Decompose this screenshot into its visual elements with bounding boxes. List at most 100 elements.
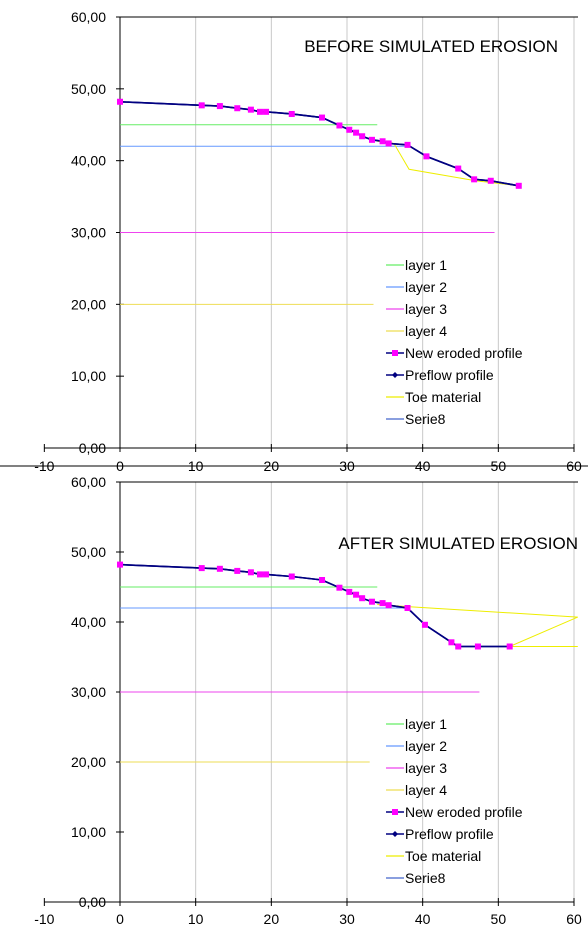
series-line	[377, 140, 519, 187]
data-point-square	[359, 595, 366, 602]
data-point-square	[368, 136, 375, 143]
data-point-square	[455, 643, 462, 650]
data-point-square	[448, 639, 455, 646]
x-tick-label: 10	[188, 458, 204, 474]
data-point-square	[471, 176, 478, 183]
legend-label: New eroded profile	[405, 804, 523, 820]
data-point-square	[319, 114, 326, 121]
y-tick-label: 0,00	[79, 894, 106, 910]
data-point-square	[256, 108, 263, 115]
data-point-square	[117, 98, 123, 105]
data-point-square	[359, 133, 366, 140]
data-point-square	[234, 105, 241, 112]
data-point-square	[346, 126, 353, 133]
y-tick-label: 20,00	[71, 754, 106, 770]
y-tick-label: 0,00	[79, 440, 106, 456]
data-point-square	[234, 567, 241, 574]
legend-marker-diamond	[392, 831, 398, 837]
x-tick-label: -10	[34, 458, 54, 474]
y-tick-label: 10,00	[71, 368, 106, 384]
x-tick-label: 30	[339, 458, 355, 474]
data-point-square	[506, 643, 513, 650]
legend-label: layer 1	[405, 716, 447, 732]
data-point-square	[117, 561, 123, 568]
legend-label: layer 3	[405, 760, 447, 776]
series-line	[119, 563, 510, 648]
legend-marker-square	[392, 809, 398, 815]
data-point-square	[256, 571, 263, 578]
data-point-square	[198, 565, 205, 572]
data-point-square	[455, 165, 462, 172]
legend-label: layer 4	[405, 323, 447, 339]
legend-label: Preflow profile	[405, 367, 494, 383]
x-tick-label: 0	[116, 458, 124, 474]
data-point-square	[353, 129, 360, 136]
y-tick-label: 40,00	[71, 614, 106, 630]
data-point-square	[379, 600, 386, 607]
legend-label: Serie8	[405, 411, 446, 427]
data-point-square	[288, 110, 295, 117]
data-point-square	[216, 565, 223, 572]
data-point-square	[368, 598, 375, 605]
data-point-square	[474, 643, 481, 650]
data-point-square	[379, 138, 386, 145]
legend-label: Preflow profile	[405, 826, 494, 842]
legend-label: layer 2	[405, 738, 447, 754]
x-tick-label: 50	[491, 911, 507, 927]
y-tick-label: 60,00	[71, 474, 106, 490]
data-point-square	[247, 569, 254, 576]
x-tick-label: 40	[415, 458, 431, 474]
data-point-square	[288, 573, 295, 580]
data-point-square	[515, 182, 522, 189]
data-point-square	[487, 177, 494, 184]
legend-label: Serie8	[405, 870, 446, 886]
legend-marker-square	[392, 350, 398, 356]
data-point-square	[198, 102, 205, 109]
data-point-square	[404, 141, 411, 148]
x-tick-label: 60	[566, 458, 582, 474]
legend-label: layer 2	[405, 279, 447, 295]
series-line	[119, 100, 519, 187]
x-tick-label: 0	[116, 911, 124, 927]
y-tick-label: 30,00	[71, 225, 106, 241]
x-tick-label: 40	[415, 911, 431, 927]
x-tick-label: 20	[264, 911, 280, 927]
chart-title: BEFORE SIMULATED EROSION	[304, 37, 558, 56]
y-tick-label: 50,00	[71, 81, 106, 97]
series-line	[119, 563, 510, 648]
data-point-square	[423, 153, 430, 160]
x-tick-label: 30	[339, 911, 355, 927]
y-tick-label: 20,00	[71, 296, 106, 312]
data-point-square	[346, 588, 353, 595]
data-point-square	[319, 577, 326, 583]
y-tick-label: 50,00	[71, 544, 106, 560]
x-tick-label: 10	[188, 911, 204, 927]
data-point-square	[336, 584, 343, 591]
legend-label: New eroded profile	[405, 345, 523, 361]
data-point-square	[385, 140, 392, 147]
data-point-square	[263, 108, 270, 115]
data-point-square	[421, 621, 428, 628]
data-point-square	[216, 103, 223, 110]
legend-label: layer 4	[405, 782, 447, 798]
legend-label: layer 3	[405, 301, 447, 317]
y-tick-label: 30,00	[71, 684, 106, 700]
x-tick-label: 50	[491, 458, 507, 474]
data-point-square	[336, 122, 343, 129]
x-tick-label: 20	[264, 458, 280, 474]
legend-marker-diamond	[392, 372, 398, 378]
data-point-square	[247, 106, 254, 113]
chart-after: -10 0 10 20 30 40 50 60 0,00 10,00 20,00 30,00 40,00…	[34, 474, 582, 927]
chart-title: AFTER SIMULATED EROSION	[338, 534, 578, 553]
y-tick-label: 60,00	[71, 9, 106, 25]
y-tick-label: 40,00	[71, 153, 106, 169]
data-point-square	[385, 602, 392, 609]
legend-label: layer 1	[405, 257, 447, 273]
series-line	[119, 100, 519, 187]
x-tick-label: -10	[34, 911, 54, 927]
legend-label: Toe material	[405, 389, 481, 405]
legend-label: Toe material	[405, 848, 481, 864]
data-point-square	[353, 591, 360, 598]
chart-before: -10 0 10 20 30 40 50 60 0,00 10,00 20,00 30,00 40,00…	[34, 9, 582, 474]
